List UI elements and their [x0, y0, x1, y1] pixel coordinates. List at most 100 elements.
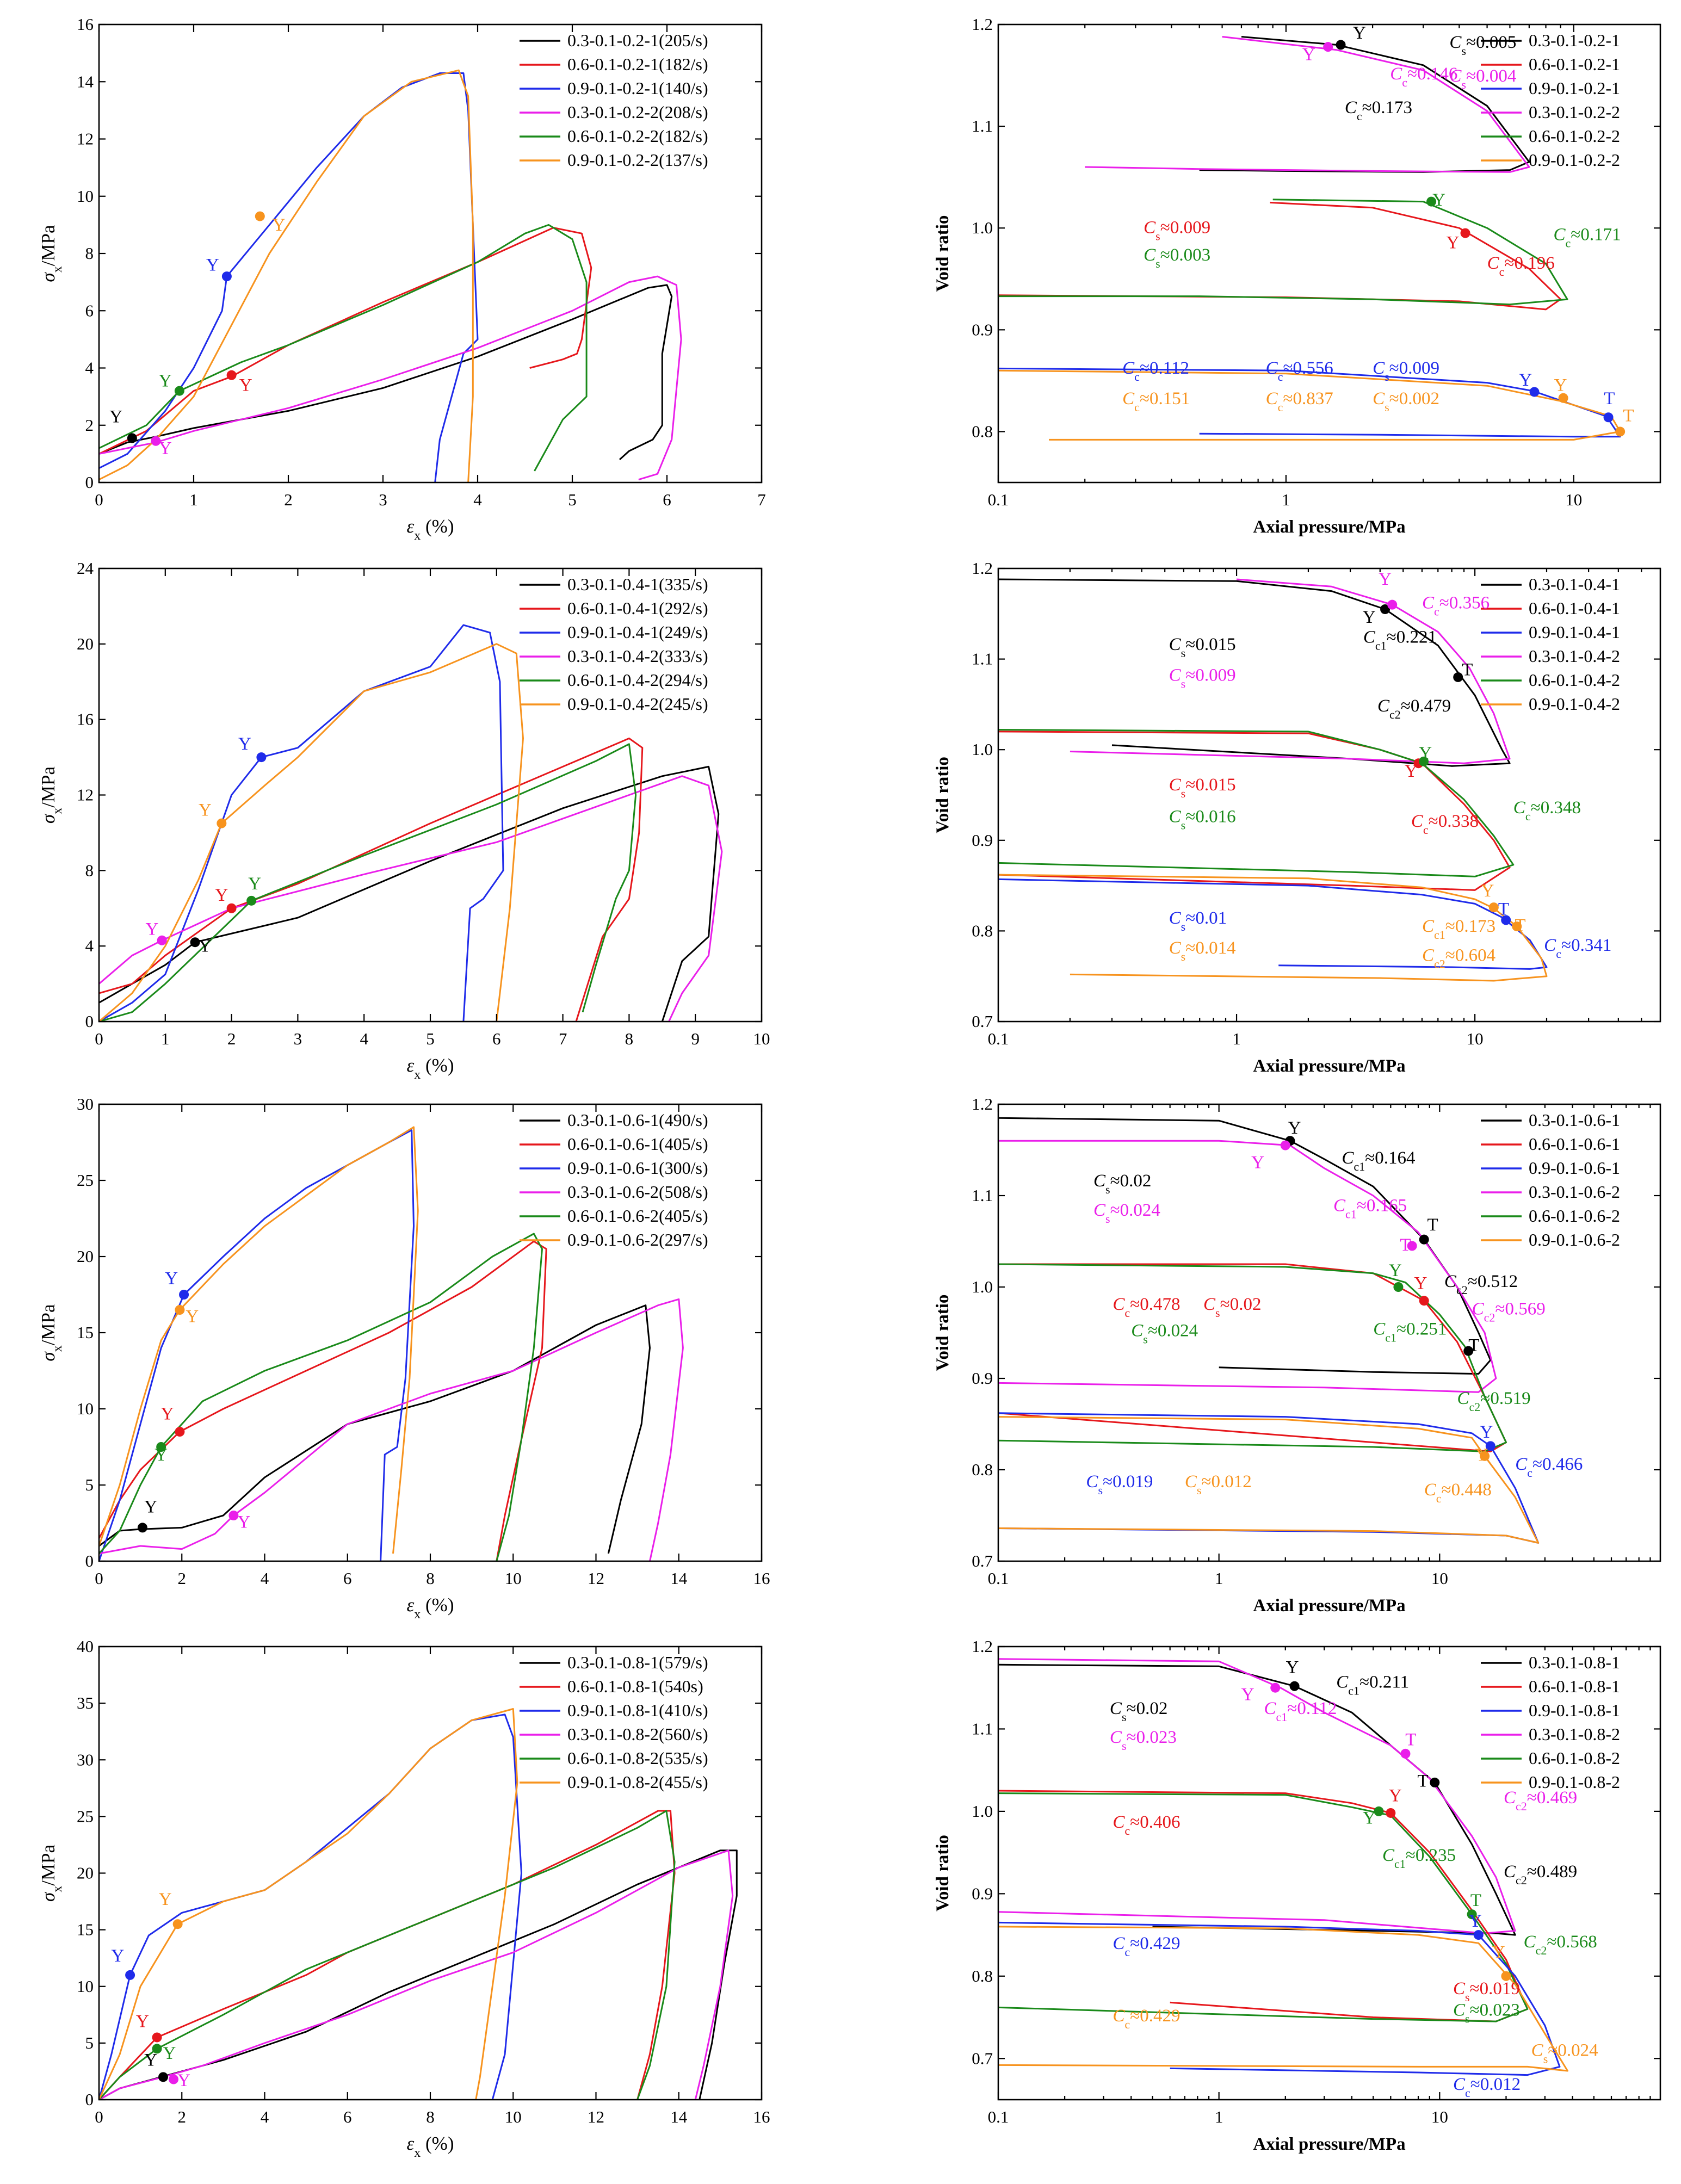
- coefficient-annotation: Cc2≈0.519: [1457, 1389, 1530, 1414]
- marker-label: Y: [1480, 1422, 1493, 1442]
- legend-entry: 0.6-0.1-0.4-1: [1529, 598, 1620, 618]
- y-tick-label: 1.2: [972, 1637, 993, 1656]
- series-line-6: [998, 1926, 1568, 2072]
- marker-point: [1603, 412, 1614, 423]
- y-tick-label: 40: [77, 1637, 94, 1656]
- x-tick-label: 0: [95, 1029, 103, 1048]
- marker-point: [158, 2072, 168, 2082]
- marker-label: Y: [186, 1307, 199, 1326]
- y-tick-label: 35: [77, 1693, 94, 1712]
- x-tick-label: 4: [473, 490, 482, 509]
- coefficient-annotation: Cs≈0.009: [1169, 666, 1236, 691]
- coefficient-annotation: Cs≈0.024: [1531, 2041, 1598, 2066]
- series-line-3: [998, 1790, 1529, 2022]
- legend-entry: 0.6-0.1-0.2-1(182/s): [567, 54, 708, 74]
- y-tick-label: 0.9: [972, 1369, 993, 1388]
- series-line-2: [998, 1140, 1497, 1393]
- legend-entry: 0.3-0.1-0.8-1(579/s): [567, 1653, 708, 1672]
- x-tick-label: 0.1: [988, 1029, 1009, 1048]
- marker-point: [127, 433, 137, 443]
- marker-point: [1323, 42, 1333, 52]
- marker-point: [1488, 902, 1499, 913]
- marker-label: Y: [248, 874, 261, 894]
- marker-label: Y: [1379, 570, 1392, 589]
- legend-entry: 0.9-0.1-0.8-2: [1529, 1772, 1620, 1792]
- marker-point: [221, 271, 232, 282]
- marker-point: [157, 935, 167, 945]
- legend-entry: 0.9-0.1-0.8-1(410/s): [567, 1700, 708, 1720]
- y-tick-label: 0: [85, 473, 94, 492]
- y-tick-label: 0: [85, 1012, 94, 1031]
- x-tick-label: 10: [505, 1569, 522, 1588]
- y-tick-label: 0.8: [972, 422, 993, 441]
- series-line-5: [99, 1810, 676, 2100]
- y-tick-label: 5: [85, 1475, 94, 1494]
- series-line-2: [99, 1810, 676, 2100]
- legend-entry: 0.6-0.1-0.2-1: [1529, 54, 1620, 74]
- y-tick-label: 8: [85, 861, 94, 880]
- marker-point: [1407, 1241, 1417, 1251]
- series-line-1: [99, 765, 720, 1022]
- marker-label: Y: [1419, 744, 1432, 763]
- marker-point: [1387, 599, 1398, 610]
- legend-entry: 0.6-0.1-0.8-1(540s): [567, 1676, 703, 1696]
- x-tick-label: 16: [753, 1569, 770, 1588]
- marker-label: Y: [1286, 1657, 1299, 1677]
- y-tick-label: 4: [85, 358, 94, 378]
- y-tick-label: 25: [77, 1171, 94, 1190]
- series-line-1: [99, 284, 673, 461]
- coefficient-annotation: Cc1≈0.112: [1264, 1699, 1337, 1724]
- marker-point: [1529, 387, 1540, 397]
- marker-point: [151, 436, 161, 446]
- x-tick-label: 16: [753, 2107, 770, 2126]
- marker-label: Y: [159, 1890, 172, 1909]
- y-tick-label: 10: [77, 1977, 94, 1996]
- panel-b2: 0.7 0.8 0.9 1.0 1.1 1.2 0.1 1 10 Axial pressure/M…: [933, 559, 1661, 1076]
- marker-label: Y: [273, 215, 286, 235]
- coefficient-annotation: Cs≈0.019: [1453, 1979, 1520, 2004]
- x-tick-label: 1: [1215, 1569, 1223, 1588]
- panel-b1: 0.8 0.9 1.0 1.1 1.2 0.1 1 10 Axial pressure/MPa V…: [933, 15, 1661, 537]
- coefficient-annotation: Cs≈0.004: [1449, 66, 1516, 91]
- y-tick-label: 15: [77, 1920, 94, 1939]
- coefficient-annotation: Cs≈0.015: [1169, 775, 1236, 800]
- legend-entry: 0.6-0.1-0.6-2: [1529, 1206, 1620, 1226]
- marker-label: T: [1427, 1215, 1438, 1235]
- y-axis-title: Void ratio: [933, 1835, 953, 1911]
- x-tick-label: 3: [294, 1029, 302, 1048]
- coefficient-annotation: Cc≈0.171: [1553, 225, 1621, 250]
- y-tick-label: 30: [77, 1094, 94, 1113]
- y-tick-label: 1.1: [972, 1719, 993, 1738]
- series-line-5: [99, 224, 588, 472]
- y-tick-label: 10: [77, 1399, 94, 1418]
- x-tick-label: 10: [505, 2107, 522, 2126]
- marker-point: [246, 895, 257, 906]
- marker-label: T: [1468, 1336, 1479, 1356]
- marker-label: T: [1515, 915, 1525, 935]
- marker-label: T: [1498, 899, 1509, 919]
- legend-entry: 0.3-0.1-0.6-2: [1529, 1182, 1620, 1202]
- y-tick-label: 1.2: [972, 15, 993, 34]
- series-line-2: [99, 227, 592, 455]
- coefficient-annotation: Cc≈0.196: [1487, 253, 1555, 279]
- legend-entry: 0.6-0.1-0.6-2(405/s): [567, 1206, 708, 1226]
- marker-point: [1289, 1681, 1300, 1691]
- marker-point: [1463, 1346, 1474, 1356]
- x-tick-label: 7: [757, 490, 766, 509]
- legend-entry: 0.3-0.1-0.8-2: [1529, 1724, 1620, 1744]
- x-axis-title: εx (%): [406, 1055, 454, 1082]
- y-tick-label: 1.0: [972, 740, 993, 759]
- x-tick-label: 0.1: [988, 490, 1009, 509]
- y-tick-label: 4: [85, 936, 94, 955]
- x-tick-label: 8: [426, 1569, 435, 1588]
- coefficient-annotation: Cc2≈0.479: [1377, 696, 1451, 721]
- x-tick-label: 6: [492, 1029, 501, 1048]
- y-tick-label: 14: [77, 72, 94, 91]
- panel-b3: 0.7 0.8 0.9 1.0 1.1 1.2 0.1 1 10 Axial pressure/M…: [933, 1094, 1661, 1616]
- coefficient-annotation: Cc≈0.429: [1113, 2006, 1180, 2031]
- marker-point: [1501, 1971, 1511, 1981]
- marker-label: Y: [1363, 1809, 1376, 1828]
- marker-label: Y: [199, 937, 212, 956]
- y-tick-label: 0.8: [972, 921, 993, 940]
